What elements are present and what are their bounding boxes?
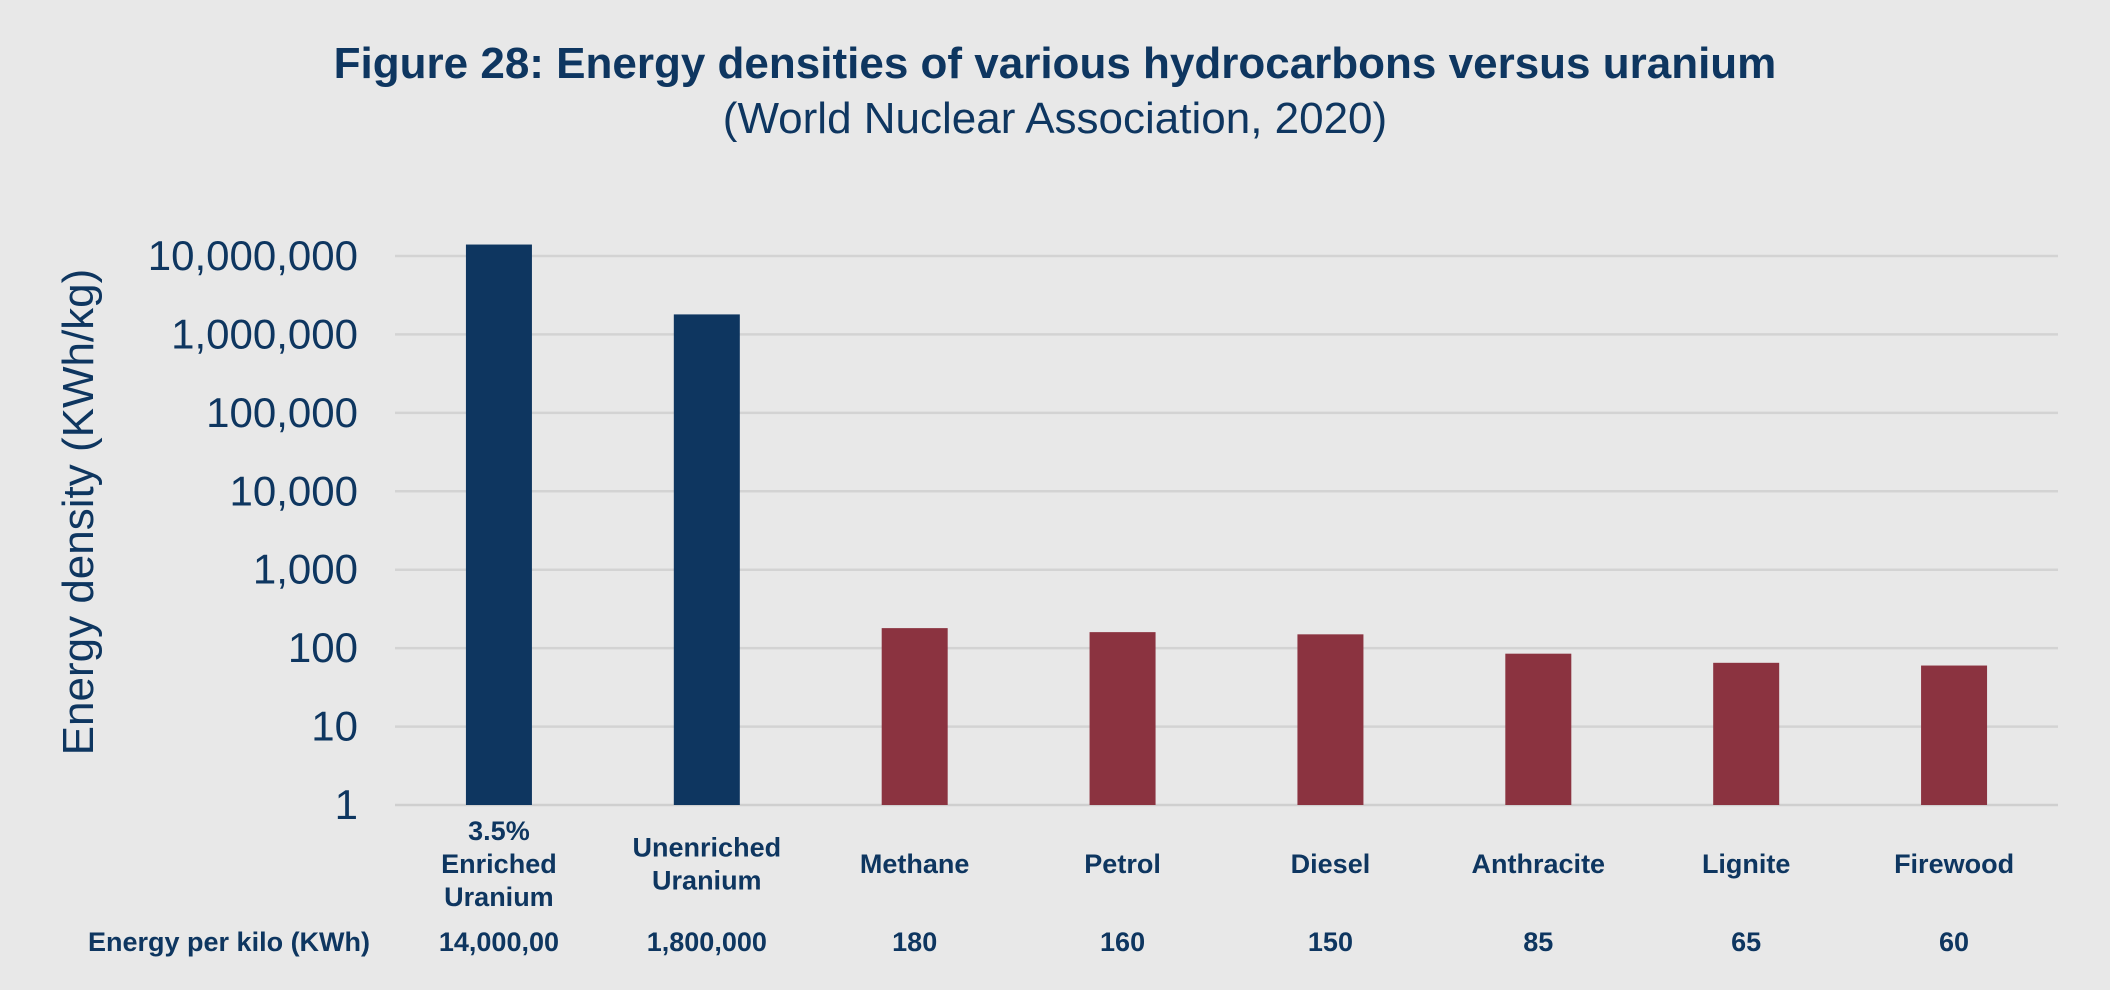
bar [1921, 665, 1988, 805]
x-category-label: Petrol [1084, 849, 1161, 879]
x-category-label: 3.5% Enriched Uranium [441, 816, 557, 912]
table-row-value: 150 [1308, 927, 1353, 957]
table-row-value: 180 [892, 927, 937, 957]
bars [465, 244, 1988, 806]
table-row-value: 14,000,00 [439, 927, 559, 957]
y-axis-label: Energy density (KWh/kg) [54, 269, 103, 756]
x-category-label: Diesel [1291, 849, 1371, 879]
bar [673, 314, 740, 805]
y-tick-label: 100,000 [206, 389, 358, 436]
table-row-value: 160 [1100, 927, 1145, 957]
gridlines [395, 254, 2058, 807]
x-category-label: Unenriched Uranium [633, 833, 782, 896]
bar [1713, 662, 1780, 805]
x-category-label: Lignite [1702, 849, 1791, 879]
bar [1297, 634, 1364, 805]
table-row-value: 1,800,000 [647, 927, 767, 957]
table-row-value: 85 [1523, 927, 1553, 957]
x-category-label: Methane [860, 849, 970, 879]
chart-title: Figure 28: Energy densities of various h… [334, 39, 1777, 88]
x-category-label: Anthracite [1472, 849, 1606, 879]
bar [1505, 653, 1572, 805]
y-tick-label: 1 [335, 781, 358, 828]
bar [1089, 632, 1156, 805]
y-axis-ticks: 1 10 100 1,000 10,000 100,000 1,000,000 10,000,… [148, 232, 358, 828]
y-tick-label: 1,000 [253, 546, 358, 593]
table-row-value: 65 [1731, 927, 1761, 957]
y-tick-label: 10,000 [230, 467, 358, 514]
bar [881, 628, 948, 805]
table-row-label: Energy per kilo (KWh) [88, 927, 370, 957]
chart-subtitle: (World Nuclear Association, 2020) [723, 94, 1387, 143]
x-axis-categories: 3.5% Enriched Uranium Unenriched Uranium Meth… [441, 816, 2014, 912]
table-row-value: 60 [1939, 927, 1969, 957]
y-tick-label: 10 [311, 703, 358, 750]
energy-per-kilo-row: Energy per kilo (KWh) 14,000,00 1,800,000… [88, 927, 1969, 957]
x-category-label: Firewood [1894, 849, 2014, 879]
y-tick-label: 1,000,000 [171, 310, 358, 357]
y-tick-label: 10,000,000 [148, 232, 358, 279]
y-tick-label: 100 [288, 624, 358, 671]
bar [465, 244, 532, 806]
